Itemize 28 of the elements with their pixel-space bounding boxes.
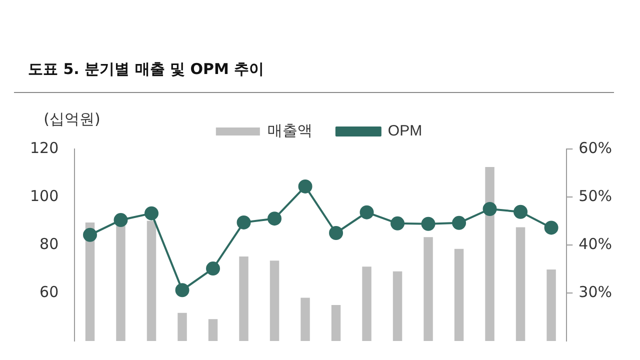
point: [514, 204, 528, 219]
point: [83, 228, 98, 242]
y2-tick-label: 30%: [578, 282, 612, 301]
y2-tick-label: 40%: [578, 234, 612, 253]
y2-tick-label: 60%: [578, 138, 612, 157]
point: [206, 262, 220, 276]
y-tick-label: 120: [30, 138, 59, 157]
point: [298, 179, 312, 194]
point: [390, 216, 405, 230]
chart-title: 도표 5. 분기별 매출 및 OPM 추이: [28, 60, 264, 79]
point: [360, 205, 374, 220]
point: [482, 202, 497, 216]
point: [114, 213, 128, 228]
point: [421, 216, 436, 231]
legend-label: OPM: [388, 122, 422, 140]
point: [544, 220, 558, 235]
y-axis-title: (십억원): [44, 110, 100, 128]
point: [452, 216, 466, 230]
y-tick-label: 100: [30, 186, 59, 205]
point: [268, 212, 282, 226]
y-tick-label: 60: [40, 282, 59, 301]
point: [175, 283, 190, 298]
y-tick-label: 80: [40, 234, 59, 253]
point: [144, 206, 159, 220]
legend-label: 매출액: [267, 122, 312, 140]
point: [236, 215, 251, 230]
point: [329, 226, 344, 240]
y2-tick-label: 50%: [578, 186, 612, 205]
